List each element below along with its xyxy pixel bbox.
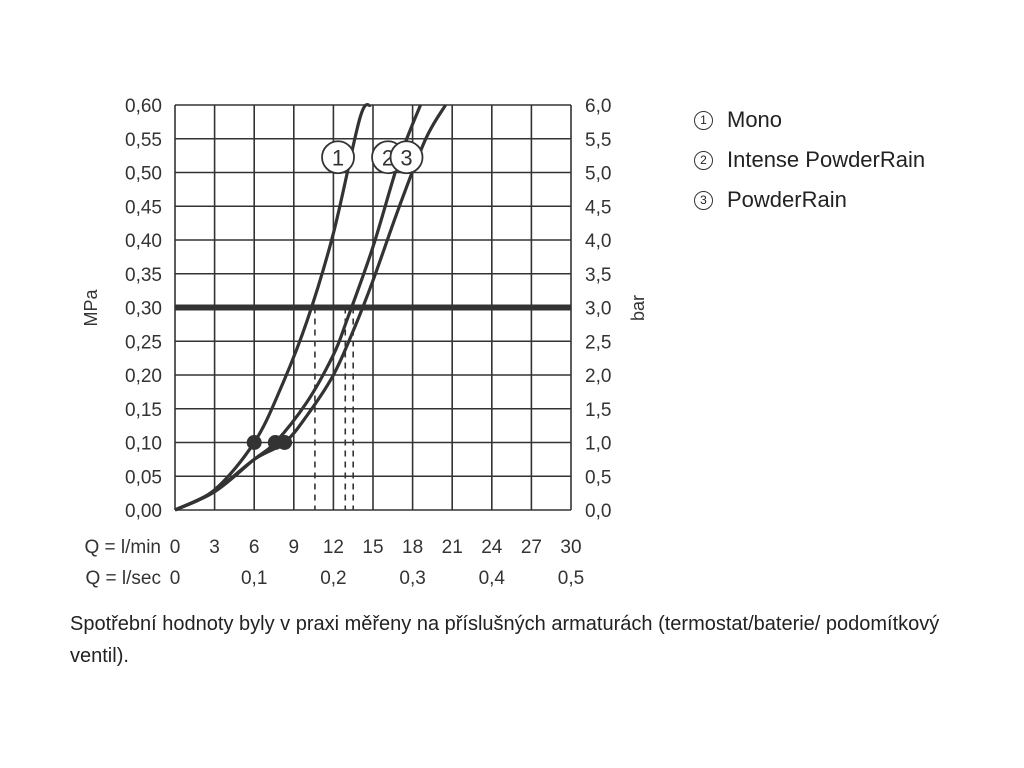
footnote: Spotřební hodnoty byly v praxi měřeny na… [70, 613, 940, 667]
y-tick-label-left: 0,30 [125, 299, 162, 320]
x-tick-label-lmin: 27 [521, 537, 542, 558]
curve-number-badge [389, 140, 424, 175]
x-tick-label-lmin: 30 [560, 537, 581, 558]
flow-curves [174, 102, 447, 512]
y-tick-label-left: 0,40 [125, 231, 162, 252]
y-tick-label-left: 0,60 [125, 96, 162, 117]
x-tick-label-lsec: 0 [170, 568, 181, 589]
reference-lines [175, 304, 571, 510]
x-tick-label-lmin: 15 [362, 537, 383, 558]
y-tick-label-right: 1,0 [585, 434, 611, 455]
y-tick-label-left: 0,20 [125, 366, 162, 387]
x-tick-label-lmin: 24 [481, 537, 503, 558]
y-tick-label-left: 0,05 [125, 467, 162, 488]
x-tick-label-lsec: 0,4 [479, 568, 506, 589]
legend: 1 Mono 2 Intense PowderRain 3 PowderRain [694, 100, 925, 220]
y-tick-label-right: 4,0 [585, 231, 611, 252]
y-tick-label-left: 0,00 [125, 501, 162, 522]
curve-mono [174, 102, 372, 512]
legend-item-mono: 1 Mono [694, 100, 925, 140]
x-tick-label-lsec: 0,5 [558, 568, 584, 589]
legend-number: 3 [694, 190, 713, 210]
x-tick-label-lmin: 6 [249, 537, 260, 558]
legend-item-powderrain: 3 PowderRain [694, 180, 925, 220]
x-tick-label-lmin: 3 [209, 537, 220, 558]
x-tick-label-lmin: 9 [289, 537, 300, 558]
y-tick-label-right: 2,0 [585, 366, 611, 387]
x-tick-label-lsec: 0,1 [241, 568, 267, 589]
curve-number-badge [321, 140, 355, 175]
y-tick-label-right: 5,5 [585, 130, 611, 151]
legend-item-intense-powderrain: 2 Intense PowderRain [694, 140, 925, 180]
min-pressure-point [246, 435, 262, 450]
y-tick-label-right: 0,0 [585, 501, 611, 522]
y-tick-label-left: 0,55 [125, 130, 162, 151]
legend-label: Intense PowderRain [727, 147, 926, 172]
y-tick-label-right: 2,5 [585, 332, 611, 353]
pressure-flow-chart: 0 3 6 9 12 15 18 21 24 27 300,00 0,00,05 0,50,10 1,00… [81, 96, 648, 589]
y-tick-label-right: 4,5 [585, 197, 611, 218]
y-tick-label-left: 0,35 [125, 265, 162, 286]
y-tick-label-left: 0,15 [125, 400, 162, 421]
legend-number: 1 [694, 110, 713, 130]
x-axis-label-lsec: Q = l/sec [86, 568, 162, 589]
legend-label: Mono [727, 107, 783, 132]
y-tick-label-left: 0,10 [125, 434, 162, 455]
x-tick-label-lmin: 21 [442, 537, 463, 558]
curve-powderrain [174, 104, 447, 512]
y-axis-label-right: bar [628, 295, 648, 321]
legend-number: 2 [694, 150, 713, 170]
x-tick-label-lmin: 18 [402, 537, 423, 558]
y-tick-label-left: 0,50 [125, 164, 162, 185]
min-pressure-point [277, 435, 293, 450]
x-tick-label-lsec: 0,2 [320, 568, 346, 589]
axis-ticks: 0 3 6 9 12 15 18 21 24 27 300,00 0,00,05 0,50,10 1,00… [125, 96, 611, 589]
y-tick-label-right: 1,5 [585, 400, 611, 421]
y-tick-label-right: 3,0 [585, 299, 611, 320]
curve-number-label: 1 [332, 145, 344, 170]
y-tick-label-left: 0,45 [125, 197, 162, 218]
curve-number-label: 3 [400, 145, 412, 170]
y-tick-label-left: 0,25 [125, 332, 162, 353]
x-tick-label-lmin: 0 [170, 537, 181, 558]
legend-label: PowderRain [727, 187, 847, 212]
x-tick-label-lmin: 12 [323, 537, 344, 558]
x-axis-label-lmin: Q = l/min [84, 537, 161, 558]
y-tick-label-right: 0,5 [585, 467, 611, 488]
y-tick-label-right: 6,0 [585, 96, 611, 117]
y-tick-label-right: 3,5 [585, 265, 611, 286]
y-axis-label-left: MPa [81, 289, 101, 327]
x-tick-label-lsec: 0,3 [399, 568, 425, 589]
y-tick-label-right: 5,0 [585, 164, 611, 185]
